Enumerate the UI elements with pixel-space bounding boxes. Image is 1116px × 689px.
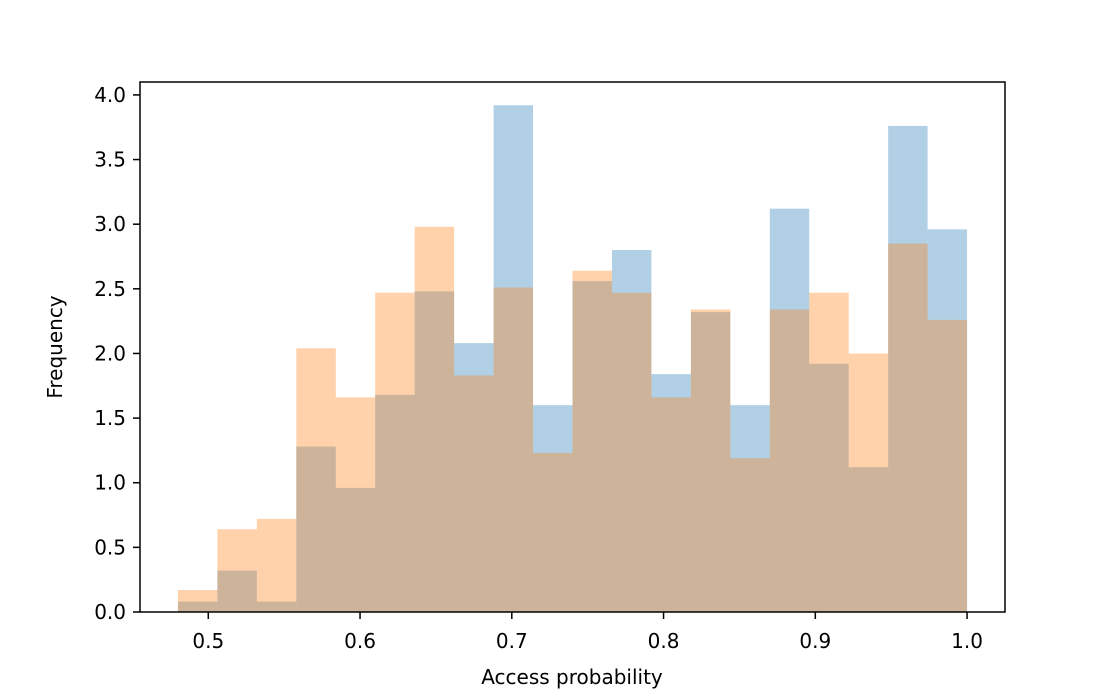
bar-series-1-bin-9 (493, 105, 534, 612)
x-tick-label: 1.0 (951, 629, 983, 653)
bar-series-1-bin-2 (217, 570, 257, 612)
bar-series-2-bin-12 (611, 292, 652, 612)
x-tick-label: 0.5 (192, 629, 224, 653)
bar-series-2-bin-6 (375, 292, 415, 612)
bar-series-2-bin-11 (572, 270, 612, 612)
bar-series-2-bin-7 (414, 226, 455, 612)
y-tick-label: 2.0 (94, 341, 126, 365)
x-tick-label: 0.9 (799, 629, 831, 653)
bar-series-1-bin-10 (533, 405, 573, 612)
bar-series-1-bin-13 (651, 374, 691, 612)
bar-series-2-bin-1 (177, 590, 218, 612)
bar-series-1-bin-8 (454, 343, 494, 612)
bar-series-1-bin-1 (177, 601, 218, 612)
bar-series-2-bin-19 (888, 243, 928, 612)
bar-series-2-bin-2 (217, 529, 257, 612)
y-tick-label: 0.0 (94, 600, 126, 624)
bar-series-1-bin-19 (888, 125, 928, 612)
bar-series-2-bin-17 (809, 292, 849, 612)
y-axis: 0.0 0.5 1.0 1.5 2.0 2.5 3.0 3.5 4.0 (94, 83, 140, 624)
bar-series-1-bin-12 (611, 250, 652, 613)
y-tick-label: 1.5 (94, 406, 126, 430)
bar-series-1-bin-15 (730, 405, 770, 612)
bar-series-1-bin-3 (256, 601, 297, 612)
bars-layer (177, 105, 968, 613)
bar-series-2-bin-8 (454, 375, 494, 612)
y-tick-label: 2.5 (94, 277, 126, 301)
bar-series-2-bin-13 (651, 397, 691, 612)
x-tick-label: 0.7 (496, 629, 528, 653)
bar-series-2-bin-5 (335, 397, 376, 612)
bar-series-1-bin-5 (335, 487, 376, 612)
bar-series-1-bin-6 (375, 394, 415, 612)
bar-series-2-bin-9 (493, 287, 534, 612)
bar-series-1-bin-11 (572, 281, 612, 612)
bar-series-2-bin-16 (769, 309, 810, 612)
bar-series-1-bin-4 (296, 446, 336, 612)
bar-series-1-bin-17 (809, 363, 849, 612)
bar-series-1-bin-7 (414, 291, 455, 612)
y-tick-label: 4.0 (94, 83, 126, 107)
y-tick-label: 3.0 (94, 212, 126, 236)
bar-series-2-bin-18 (848, 353, 889, 612)
y-axis-title: Frequency (43, 295, 67, 398)
bar-series-2-bin-4 (296, 348, 336, 612)
bar-series-1-bin-16 (769, 208, 810, 612)
bar-series-2-bin-15 (730, 458, 770, 612)
bar-series-2-bin-14 (690, 309, 731, 612)
bar-series-1-bin-20 (927, 229, 968, 613)
bar-series-2-bin-20 (927, 319, 968, 612)
x-tick-label: 0.6 (344, 629, 376, 653)
bar-series-1-bin-18 (848, 467, 889, 612)
x-axis: 0.5 0.6 0.7 0.8 0.9 1.0 (192, 612, 983, 653)
y-tick-label: 0.5 (94, 535, 126, 559)
x-axis-title: Access probability (481, 665, 663, 689)
bar-series-2-bin-3 (256, 518, 297, 612)
x-tick-label: 0.8 (648, 629, 680, 653)
y-tick-label: 3.5 (94, 148, 126, 172)
plot-frame (139, 81, 1006, 613)
bar-series-1-bin-14 (690, 312, 731, 612)
y-tick-label: 1.0 (94, 471, 126, 495)
bar-series-2-bin-10 (533, 453, 573, 612)
